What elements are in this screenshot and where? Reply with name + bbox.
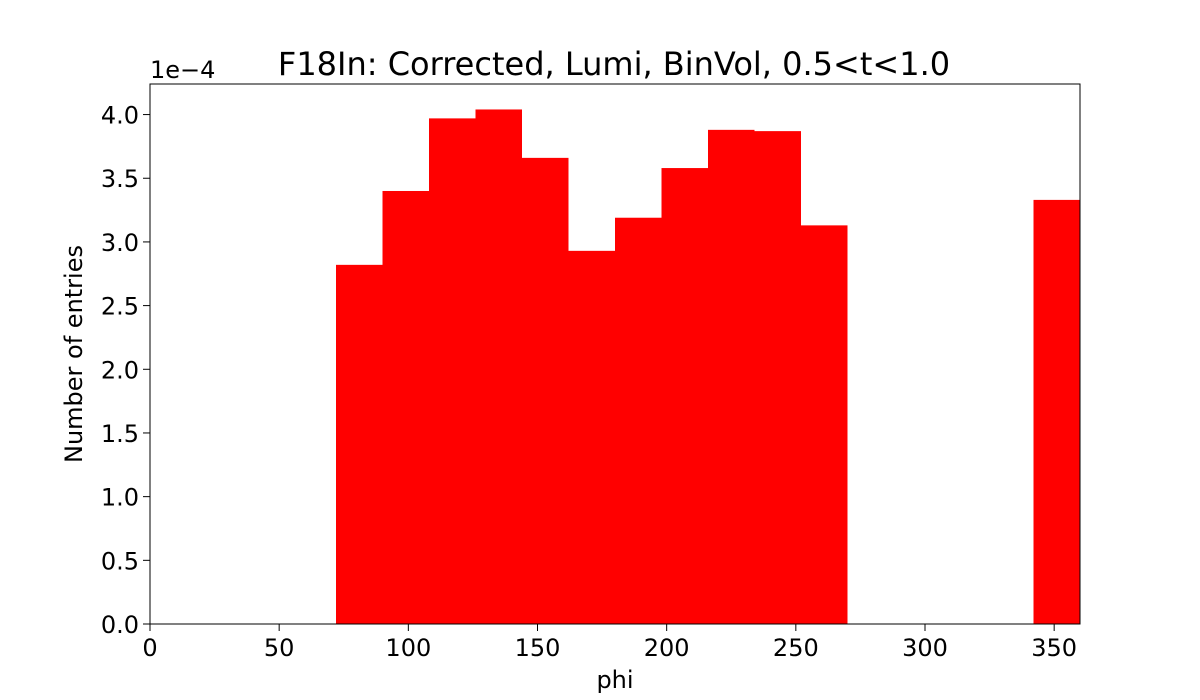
- y-tick-label: 0.5: [101, 547, 139, 575]
- x-tick-label: 100: [385, 634, 431, 662]
- y-tick-label: 3.5: [101, 165, 139, 193]
- y-tick-label: 2.5: [101, 293, 139, 321]
- y-tick-label: 1.0: [101, 484, 139, 512]
- histogram-bar: [429, 118, 476, 625]
- y-ticks-group: 0.0 0.5 1.0 1.5 2.0 2.5 3.0 3.5 4.0: [101, 102, 150, 639]
- y-tick-label: 4.0: [101, 102, 139, 130]
- y-tick-label: 1.5: [101, 420, 139, 448]
- x-tick-label: 0: [142, 634, 157, 662]
- histogram-bar: [568, 250, 615, 624]
- x-tick-label: 350: [1031, 634, 1077, 662]
- histogram-bar: [801, 225, 848, 624]
- x-tick-label: 300: [902, 634, 948, 662]
- y-tick-label: 3.0: [101, 229, 139, 257]
- chart-title: F18In: Corrected, Lumi, BinVol, 0.5<t<1.…: [278, 45, 950, 83]
- histogram-bar: [1033, 199, 1080, 624]
- x-tick-label: 250: [773, 634, 819, 662]
- x-tick-label: 200: [644, 634, 690, 662]
- histogram-bar: [336, 264, 383, 624]
- histogram-bar: [475, 109, 522, 625]
- histogram-bar: [382, 190, 429, 624]
- x-axis-label: phi: [596, 666, 633, 694]
- histogram-bar: [615, 217, 662, 624]
- y-tick-label: 2.0: [101, 356, 139, 384]
- x-tick-label: 50: [264, 634, 295, 662]
- plot-frame: [149, 83, 1081, 625]
- y-offset-label: 1e−4: [150, 56, 215, 84]
- x-ticks-group: 0 50 100 150 200 250 300 350: [142, 624, 1077, 662]
- histogram-bar: [661, 168, 708, 624]
- x-tick-label: 150: [515, 634, 561, 662]
- y-tick-label: 0.0: [101, 611, 139, 639]
- histogram-bar: [754, 131, 801, 625]
- histogram-bar: [522, 157, 569, 624]
- y-axis-label: Number of entries: [60, 245, 88, 463]
- bars-group: [336, 109, 1080, 625]
- histogram-bar: [708, 129, 755, 624]
